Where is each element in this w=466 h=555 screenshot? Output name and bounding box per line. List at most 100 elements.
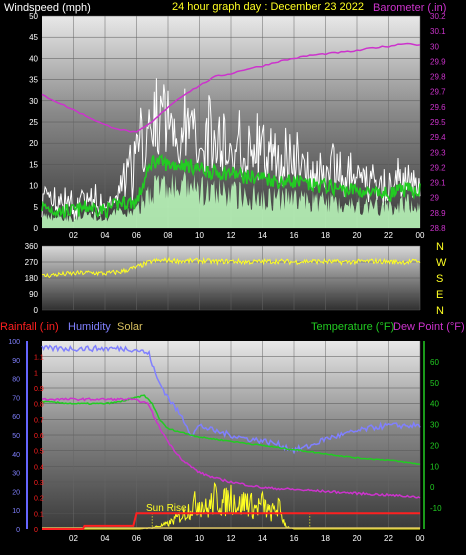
humidity-tick-label: 10 xyxy=(12,508,20,515)
time-tick-label: 20 xyxy=(353,534,362,543)
wind-tick-label: 10 xyxy=(29,182,38,191)
time-tick-label: 06 xyxy=(132,534,141,543)
direction-tick-label: 180 xyxy=(25,274,39,283)
sunrise-label: Sun Rise xyxy=(146,503,187,514)
time-tick-label: 18 xyxy=(321,534,330,543)
wind-tick-label: 40 xyxy=(29,54,38,63)
time-tick-label: 04 xyxy=(101,534,110,543)
rainfall-axis-title: Rainfall (.in) xyxy=(0,321,59,333)
wind-tick-label: 50 xyxy=(29,12,38,21)
rain-tick-label: 0.9 xyxy=(34,386,44,393)
rain-tick-label: 0.4 xyxy=(34,464,44,471)
baro-tick-label: 29.1 xyxy=(430,179,446,188)
direction-tick-label: 0 xyxy=(34,306,39,315)
time-tick-label: 14 xyxy=(258,534,267,543)
baro-tick-label: 29.4 xyxy=(430,133,446,142)
compass-label: W xyxy=(436,257,447,269)
wind-tick-label: 15 xyxy=(29,160,38,169)
rain-tick-label: 0 xyxy=(34,527,38,534)
humidity-tick-label: 50 xyxy=(12,433,20,440)
time-tick-label: 08 xyxy=(164,231,173,240)
baro-tick-label: 29.8 xyxy=(430,73,446,82)
wind-baro-ticks: 0 5 10 15 20 25 30 35 40 45 50 02 04 06 08 10 12 14 16 18 20… xyxy=(29,12,446,240)
solar-axis-title: Solar xyxy=(117,321,143,333)
humidity-tick-label: 30 xyxy=(12,471,20,478)
wind-baro-panel: 0 5 10 15 20 25 30 35 40 45 50 02 04 06 08 10 12 14 16 18 20… xyxy=(29,12,446,240)
humidity-tick-label: 40 xyxy=(12,452,20,459)
temp-humidity-series xyxy=(41,344,421,530)
wind-tick-label: 25 xyxy=(29,118,38,127)
time-tick-label: 06 xyxy=(132,231,141,240)
humidity-tick-label: 20 xyxy=(12,489,20,496)
time-tick-label: 04 xyxy=(101,231,110,240)
baro-tick-label: 29.2 xyxy=(430,163,446,172)
time-tick-label: 10 xyxy=(195,534,204,543)
baro-tick-label: 29.6 xyxy=(430,103,446,112)
humidity-tick-label: 60 xyxy=(12,414,20,421)
time-tick-label: 18 xyxy=(321,231,330,240)
compass-label: S xyxy=(436,273,443,285)
temperature-axis-title: Temperature (°F) xyxy=(311,321,394,333)
rain-tick-label: 0.5 xyxy=(34,449,44,456)
rain-tick-label: 1 xyxy=(34,370,38,377)
wind-tick-label: 20 xyxy=(29,139,38,148)
rain-tick-label: 1.1 xyxy=(34,355,44,362)
direction-tick-label: 270 xyxy=(25,258,39,267)
temperature-tick-label: 30 xyxy=(430,421,439,430)
time-tick-label: 08 xyxy=(164,534,173,543)
temperature-tick-label: 20 xyxy=(430,441,439,450)
baro-tick-label: 30 xyxy=(430,42,439,51)
humidity-line xyxy=(41,344,421,455)
solar-line xyxy=(42,481,420,530)
time-tick-label: 14 xyxy=(258,231,267,240)
rain-tick-label: 0.1 xyxy=(34,511,44,518)
time-tick-label: 10 xyxy=(195,231,204,240)
time-tick-label: 12 xyxy=(227,231,236,240)
rain-tick-label: 0.6 xyxy=(34,433,44,440)
rainfall-line xyxy=(42,512,420,530)
time-tick-label: 12 xyxy=(227,534,236,543)
compass-label: N xyxy=(436,241,444,253)
rain-tick-label: 0.2 xyxy=(34,496,44,503)
temperature-tick-label: 50 xyxy=(430,379,439,388)
baro-tick-label: 30.1 xyxy=(430,27,446,36)
baro-tick-label: 30.2 xyxy=(430,12,446,21)
dewpoint-line xyxy=(41,397,421,499)
humidity-tick-label: 90 xyxy=(12,358,20,365)
time-tick-label: 22 xyxy=(384,231,393,240)
baro-tick-label: 29.5 xyxy=(430,118,446,127)
wind-series xyxy=(41,42,421,228)
baro-tick-label: 28.8 xyxy=(430,224,446,233)
baro-tick-label: 28.9 xyxy=(430,209,446,218)
direction-tick-label: 90 xyxy=(29,290,38,299)
baro-tick-label: 29.3 xyxy=(430,148,446,157)
humidity-tick-label: 0 xyxy=(16,527,20,534)
temperature-tick-label: 40 xyxy=(430,400,439,409)
temperature-line xyxy=(41,394,421,466)
time-tick-label: 02 xyxy=(69,534,78,543)
wind-low-fill xyxy=(42,171,420,228)
compass-label: E xyxy=(436,289,443,301)
time-tick-label: 02 xyxy=(69,231,78,240)
baro-tick-label: 29.9 xyxy=(430,57,446,66)
wind-average-line xyxy=(41,153,421,219)
dewpoint-axis-title: Dew Point (°F) xyxy=(393,321,465,333)
wind-tick-label: 5 xyxy=(34,203,39,212)
rain-tick-label: 0.7 xyxy=(34,417,44,424)
wind-tick-label: 35 xyxy=(29,76,38,85)
wind-direction-line xyxy=(42,256,421,279)
humidity-tick-label: 100 xyxy=(8,339,20,346)
temperature-tick-label: 60 xyxy=(430,358,439,367)
temperature-tick-label: 10 xyxy=(430,462,439,471)
time-tick-label: 00 xyxy=(416,534,425,543)
time-tick-label: 00 xyxy=(416,231,425,240)
barometer-line xyxy=(41,42,421,133)
temp-humidity-ticks: 0 0.1 0.2 0.3 0.4 0.5 0.6 0.7 0.8 0.9 1 1.1 0 10 20 30 4… xyxy=(8,339,442,543)
baro-tick-label: 29 xyxy=(430,194,439,203)
graph-title: 24 hour graph day : December 23 2022 xyxy=(172,1,364,13)
direction-grid xyxy=(42,245,421,311)
wind-tick-label: 30 xyxy=(29,97,38,106)
